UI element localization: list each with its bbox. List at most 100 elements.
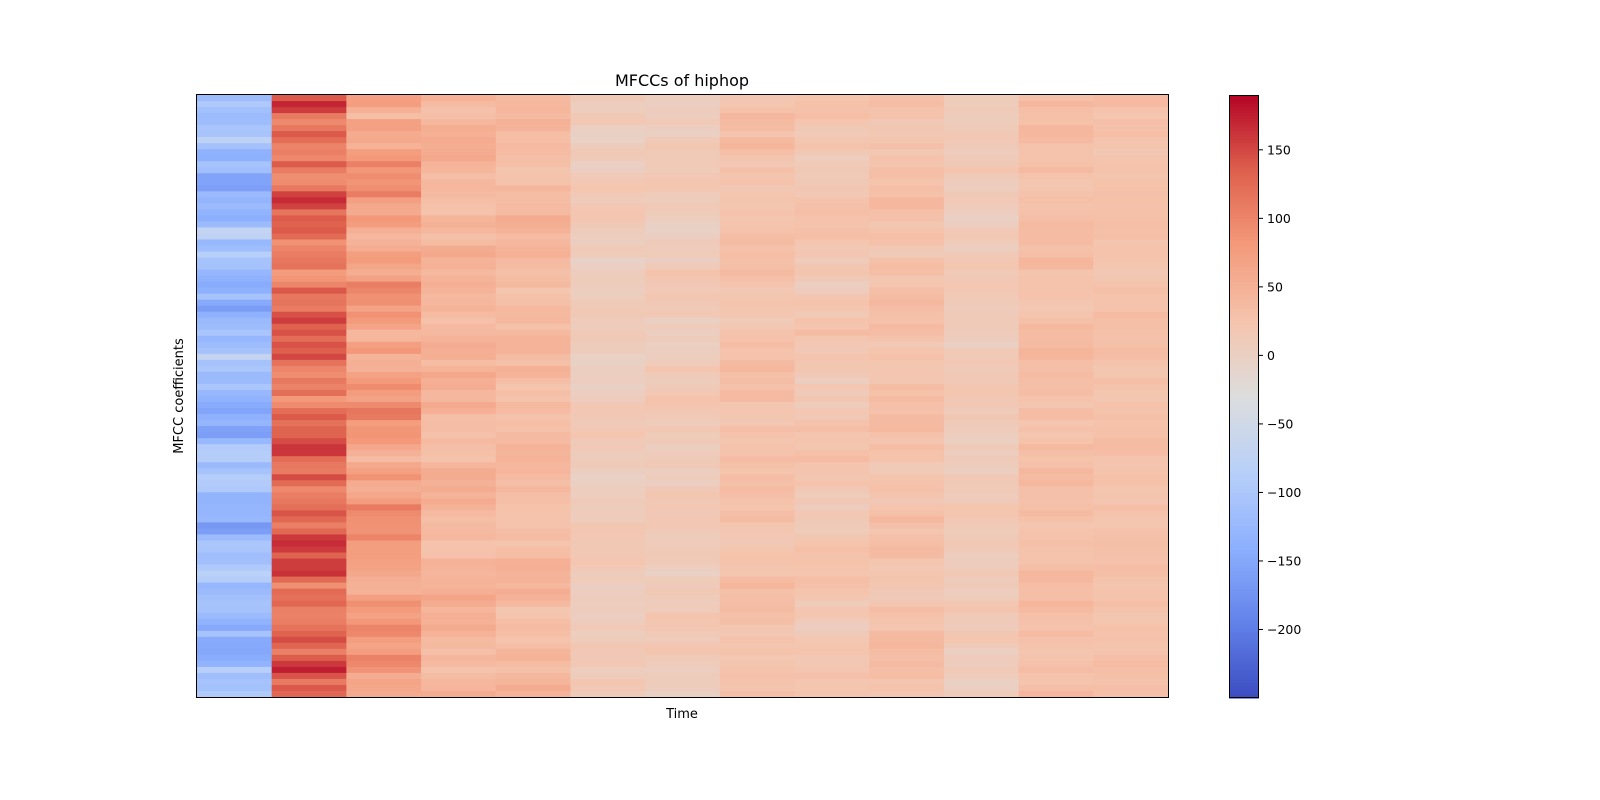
heatmap-cell — [346, 450, 422, 457]
heatmap-cell — [1018, 660, 1094, 668]
heatmap-cell — [421, 317, 497, 325]
colorbar-segment — [1229, 664, 1259, 669]
heatmap-cell — [1018, 281, 1094, 289]
heatmap-cell — [645, 654, 721, 662]
heatmap-cell — [346, 197, 422, 204]
heatmap-cell — [943, 594, 1020, 602]
heatmap-cell — [495, 191, 572, 198]
heatmap-cell — [570, 498, 646, 505]
heatmap-cell — [197, 588, 273, 596]
heatmap-cell — [794, 528, 870, 536]
colorbar-segment — [1229, 95, 1259, 99]
heatmap-cell — [1018, 594, 1094, 602]
heatmap-cell — [1093, 516, 1169, 524]
heatmap-cell — [719, 167, 796, 174]
heatmap-cell — [570, 516, 646, 524]
heatmap-cell — [271, 287, 347, 295]
heatmap-cell — [1093, 426, 1169, 433]
heatmap-cell — [719, 432, 796, 439]
heatmap-cell — [719, 486, 796, 493]
heatmap-cell — [794, 504, 870, 511]
heatmap-cell — [794, 209, 870, 216]
heatmap-cell — [271, 119, 347, 126]
heatmap-cell — [1093, 648, 1169, 656]
heatmap-cell — [869, 311, 945, 319]
heatmap-cell — [421, 383, 497, 391]
heatmap-cell — [495, 323, 572, 331]
heatmap-cell — [1018, 113, 1094, 120]
heatmap-cell — [346, 678, 422, 686]
colorbar-segment — [1229, 164, 1259, 168]
heatmap-cell — [869, 383, 945, 391]
heatmap-cell — [346, 588, 422, 596]
heatmap-cell — [1018, 239, 1094, 247]
heatmap-cell — [346, 546, 422, 554]
heatmap-cell — [1093, 420, 1169, 427]
heatmap-cell — [645, 119, 721, 126]
heatmap-cell — [421, 293, 497, 301]
colorbar-segment — [1229, 110, 1259, 114]
heatmap-cell — [421, 480, 497, 487]
heatmap-cell — [1018, 420, 1094, 427]
heatmap-cell — [570, 293, 646, 301]
heatmap-cell — [719, 263, 796, 271]
heatmap-cell — [346, 389, 422, 397]
heatmap-cell — [271, 239, 347, 247]
heatmap-cell — [271, 311, 347, 319]
heatmap-cell — [645, 414, 721, 421]
heatmap-cell — [719, 197, 796, 204]
heatmap-cell — [645, 317, 721, 325]
heatmap-cell — [271, 227, 347, 235]
heatmap-cell — [645, 287, 721, 295]
heatmap-cell — [495, 239, 572, 247]
colorbar-segment — [1229, 553, 1259, 557]
heatmap-cell — [645, 552, 721, 560]
heatmap-cell — [719, 612, 796, 620]
heatmap-cell — [1018, 233, 1094, 241]
heatmap-cell — [645, 672, 721, 680]
colorbar-segment — [1229, 309, 1259, 313]
heatmap-cell — [421, 678, 497, 686]
colorbar-segment — [1229, 550, 1259, 554]
heatmap-cell — [719, 281, 796, 289]
heatmap-cell — [719, 221, 796, 229]
heatmap-cell — [346, 444, 422, 451]
heatmap-cell — [794, 570, 870, 578]
heatmap-cell — [869, 462, 945, 469]
heatmap-cell — [1093, 191, 1169, 198]
heatmap-cell — [346, 353, 422, 361]
heatmap-cell — [794, 648, 870, 656]
heatmap-cell — [421, 101, 497, 108]
heatmap-cell — [495, 305, 572, 313]
heatmap-cell — [346, 131, 422, 138]
heatmap-cell — [570, 329, 646, 337]
heatmap-cell — [570, 311, 646, 319]
heatmap-cell — [197, 119, 273, 126]
heatmap-cell — [495, 546, 572, 554]
heatmap-cell — [495, 245, 572, 253]
heatmap-cell — [869, 672, 945, 680]
heatmap-cell — [271, 299, 347, 307]
heatmap-cell — [495, 365, 572, 373]
heatmap-cell — [1093, 293, 1169, 301]
heatmap-cell — [421, 546, 497, 554]
heatmap-cell — [794, 462, 870, 469]
heatmap-cell — [943, 576, 1020, 584]
heatmap-cell — [1093, 684, 1169, 692]
heatmap-cell — [570, 215, 646, 223]
heatmap-cell — [1093, 660, 1169, 668]
colorbar-segment — [1229, 658, 1259, 663]
colorbar-segment — [1229, 643, 1259, 648]
heatmap-cell — [197, 251, 273, 259]
heatmap-cell — [421, 558, 497, 566]
heatmap-cell — [943, 263, 1020, 271]
heatmap-cell — [794, 678, 870, 686]
heatmap-cell — [197, 678, 273, 686]
heatmap-cell — [495, 227, 572, 235]
heatmap-cell — [794, 618, 870, 626]
heatmap-cell — [645, 468, 721, 475]
heatmap-cell — [645, 678, 721, 686]
heatmap-cell — [1093, 510, 1169, 517]
heatmap-cell — [421, 197, 497, 204]
heatmap-cell — [1093, 552, 1169, 560]
